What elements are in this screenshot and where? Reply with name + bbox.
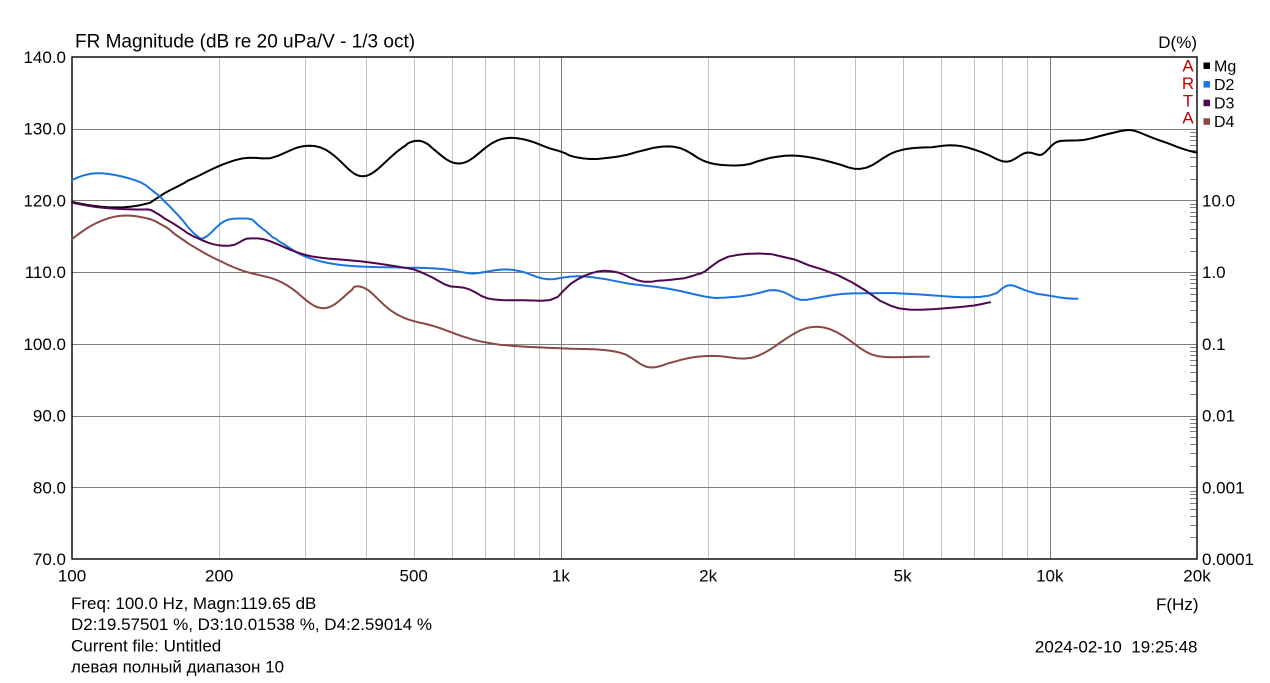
svg-text:D2:19.57501 %, D3:10.01538 %,: D2:19.57501 %, D3:10.01538 %, D4:2.59014… [71,615,432,634]
svg-text:130.0: 130.0 [23,120,66,139]
svg-text:A: A [1182,57,1194,76]
svg-text:70.0: 70.0 [33,550,66,569]
svg-text:FR Magnitude (dB re 20 uPa/V -: FR Magnitude (dB re 20 uPa/V - 1/3 oct) [75,32,415,53]
svg-text:Freq: 100.0 Hz, Magn:119.65 dB: Freq: 100.0 Hz, Magn:119.65 dB [71,594,316,613]
svg-text:0.0001: 0.0001 [1202,550,1254,569]
svg-text:F(Hz): F(Hz) [1156,595,1198,614]
svg-text:0.1: 0.1 [1202,335,1226,354]
svg-text:200: 200 [205,567,233,586]
svg-text:0.001: 0.001 [1202,478,1245,497]
svg-text:левая полный диапазон 10: левая полный диапазон 10 [71,658,284,677]
svg-text:1.0: 1.0 [1202,263,1226,282]
svg-text:100.0: 100.0 [23,335,66,354]
svg-text:20k: 20k [1183,567,1211,586]
svg-text:1k: 1k [552,567,570,586]
svg-text:140.0: 140.0 [23,48,66,67]
svg-text:Current file: Untitled: Current file: Untitled [71,637,221,656]
svg-text:100: 100 [58,567,86,586]
svg-text:120.0: 120.0 [23,191,66,210]
svg-text:80.0: 80.0 [33,478,66,497]
svg-text:D(%): D(%) [1158,33,1197,52]
svg-text:R: R [1182,74,1194,93]
svg-text:2k: 2k [699,567,717,586]
svg-text:Mg: Mg [1214,58,1236,75]
svg-text:110.0: 110.0 [25,263,66,282]
svg-text:D3: D3 [1214,96,1235,113]
svg-text:D4: D4 [1214,114,1235,131]
svg-text:90.0: 90.0 [33,407,66,426]
svg-text:T: T [1183,91,1193,110]
svg-text:10k: 10k [1036,567,1064,586]
svg-text:5k: 5k [894,567,912,586]
svg-text:10.0: 10.0 [1202,191,1235,210]
svg-text:D2: D2 [1214,77,1235,94]
svg-text:A: A [1182,109,1194,128]
svg-text:2024-02-10 19:25:48: 2024-02-10 19:25:48 [1035,637,1198,656]
svg-text:0.01: 0.01 [1202,407,1235,426]
svg-text:500: 500 [400,567,428,586]
